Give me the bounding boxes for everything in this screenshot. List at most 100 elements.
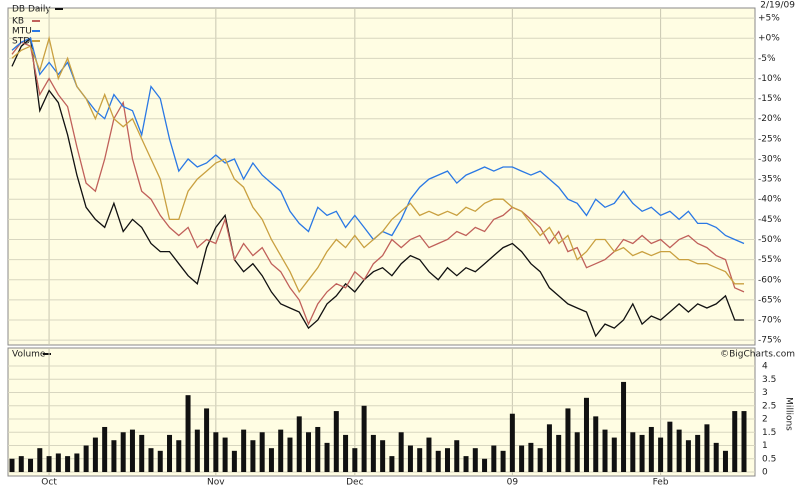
bar <box>676 429 682 473</box>
y-tick-label: 2 <box>762 415 768 425</box>
bar <box>426 437 432 473</box>
bar <box>213 432 219 473</box>
y-tick-label: -75% <box>758 336 782 346</box>
bar <box>222 437 228 473</box>
bar <box>296 416 302 473</box>
bar <box>574 432 580 473</box>
bar <box>583 397 589 473</box>
bar <box>185 395 191 473</box>
y-tick-label: 2.5 <box>762 401 776 411</box>
bar <box>111 440 117 473</box>
bar <box>370 434 376 473</box>
credit: ©BigCharts.com <box>720 350 795 360</box>
bar <box>92 437 98 473</box>
legend-label: MTU <box>12 27 32 37</box>
bar <box>685 440 691 473</box>
series-line <box>11 41 745 326</box>
y-tick-label: -70% <box>758 316 782 326</box>
y-tick-label: -50% <box>758 235 782 245</box>
bar <box>204 408 210 473</box>
bar <box>667 421 673 473</box>
bar <box>231 450 237 473</box>
y-tick-label: 3.5 <box>762 375 776 385</box>
bar <box>565 408 571 473</box>
bar <box>537 448 543 473</box>
bar <box>722 450 728 473</box>
bar <box>741 411 747 473</box>
bar <box>713 442 719 473</box>
y-tick-label: -65% <box>758 295 782 305</box>
x-tick-label: Nov <box>207 478 225 487</box>
bar <box>648 426 654 473</box>
bar <box>194 429 200 473</box>
bar <box>55 453 61 473</box>
bar <box>167 434 173 473</box>
bar <box>148 448 154 473</box>
y-tick-label: +0% <box>758 34 780 44</box>
bar <box>28 458 34 473</box>
bar <box>74 453 80 473</box>
y-tick-label: -35% <box>758 175 782 185</box>
bar <box>65 456 71 473</box>
bar <box>306 432 312 473</box>
bar <box>463 456 469 473</box>
bar <box>343 434 349 473</box>
y-tick-label: -15% <box>758 94 782 104</box>
x-tick-label: Dec <box>346 478 363 487</box>
bar <box>435 450 441 473</box>
bar <box>472 448 478 473</box>
bar <box>278 429 284 473</box>
y-tick-label: 3 <box>762 388 768 398</box>
bar <box>176 440 182 473</box>
y-tick-label: -25% <box>758 134 782 144</box>
series-line <box>11 35 744 294</box>
bar <box>9 458 15 473</box>
bar <box>482 458 488 473</box>
bar <box>444 448 450 473</box>
bar <box>500 450 506 473</box>
bar <box>361 405 367 473</box>
bar <box>630 432 636 473</box>
y-tick-label: 4 <box>762 362 768 372</box>
bar <box>417 448 423 473</box>
bar <box>454 440 460 473</box>
bar <box>120 432 126 473</box>
bar <box>704 424 710 473</box>
y-tick-label: -20% <box>758 114 782 124</box>
x-tick-label: Oct <box>41 478 57 487</box>
bar <box>37 448 43 473</box>
y-tick-label: 1 <box>762 441 768 451</box>
bar <box>639 434 645 473</box>
y-axis-label: Millions <box>784 397 794 431</box>
legend-label: STD <box>12 37 30 47</box>
date-label: 2/19/09 <box>760 1 795 11</box>
legend-label: KB <box>12 17 24 27</box>
bar <box>268 448 274 473</box>
bar <box>157 450 163 473</box>
y-tick-label: -10% <box>758 74 782 84</box>
bar <box>352 448 358 473</box>
bar <box>519 445 525 473</box>
bar <box>46 456 52 473</box>
y-tick-label: -55% <box>758 255 782 265</box>
bar <box>18 456 24 473</box>
bar <box>658 437 664 473</box>
y-tick-label: -45% <box>758 215 782 225</box>
y-tick-label: -60% <box>758 275 782 285</box>
bar <box>509 413 515 473</box>
series-line <box>11 36 744 338</box>
bar <box>241 429 247 473</box>
y-tick-label: -40% <box>758 195 782 205</box>
bar <box>398 432 404 473</box>
bar <box>83 445 89 473</box>
bar <box>129 429 135 473</box>
bar <box>389 456 395 473</box>
bar <box>259 432 265 473</box>
y-tick-label: 0.5 <box>762 454 776 464</box>
bar <box>315 426 321 473</box>
x-tick-label: Feb <box>653 478 669 487</box>
bar <box>287 437 293 473</box>
bar <box>732 411 738 473</box>
bar <box>621 381 627 473</box>
